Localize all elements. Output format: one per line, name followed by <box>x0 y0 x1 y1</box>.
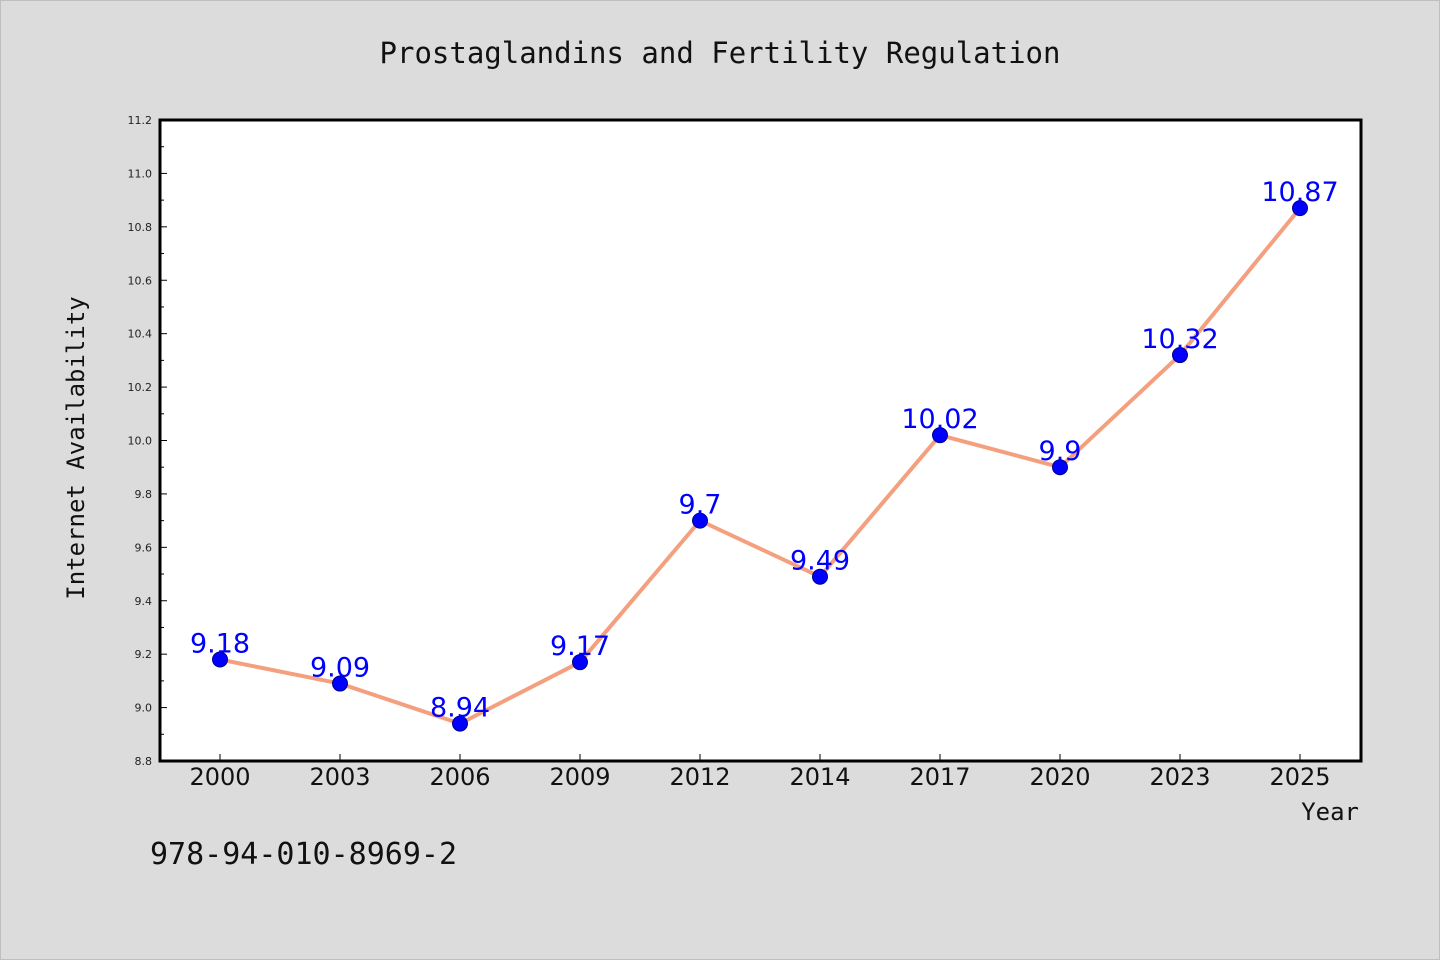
x-tick-label: 2009 <box>549 763 610 791</box>
data-label: 9.49 <box>790 546 850 577</box>
plot-area <box>160 120 1361 761</box>
x-tick-label: 2000 <box>189 763 250 791</box>
chart-title: Prostaglandins and Fertility Regulation <box>380 36 1061 70</box>
data-point <box>1052 459 1068 476</box>
x-tick-label: 2003 <box>309 763 370 791</box>
data-point <box>212 651 228 668</box>
data-point <box>692 512 708 529</box>
data-label: 10.87 <box>1261 177 1338 208</box>
series-line <box>219 206 1302 726</box>
data-point <box>452 715 468 732</box>
y-tick-label: 10.2 <box>128 381 153 394</box>
x-tick-label: 2017 <box>909 763 970 791</box>
data-label: 9.09 <box>310 653 370 684</box>
data-label: 9.18 <box>190 629 250 660</box>
data-label: 9.9 <box>1039 436 1082 467</box>
y-tick-label: 11.0 <box>128 167 153 180</box>
data-point <box>332 675 348 692</box>
x-tick-label: 2023 <box>1149 763 1210 791</box>
plot-frame <box>158 118 1363 763</box>
data-label: 10.32 <box>1141 324 1218 355</box>
y-tick-label: 10.0 <box>128 435 153 448</box>
y-axis: 8.8 9.0 9.2 9.4 9.6 9.8 10.0 10.2 10.4 10.6 10.8 11… <box>128 114 167 768</box>
y-tick-label: 9.8 <box>135 488 153 501</box>
x-tick-label: 2006 <box>429 763 490 791</box>
data-label: 8.94 <box>430 693 490 724</box>
y-axis-label: Internet Availability <box>62 296 90 599</box>
y-tick-label: 10.8 <box>128 221 153 234</box>
isbn-text: 978-94-010-8969-2 <box>150 837 457 872</box>
data-point <box>1172 347 1188 364</box>
y-tick-label: 8.8 <box>135 755 153 768</box>
x-tick-label: 2025 <box>1269 763 1330 791</box>
y-tick-label: 9.0 <box>135 702 153 715</box>
data-point <box>1292 200 1308 217</box>
data-label: 10.02 <box>901 404 978 435</box>
y-tick-label: 9.2 <box>135 648 153 661</box>
data-point <box>812 568 828 585</box>
y-tick-label: 10.4 <box>128 328 153 341</box>
x-tick-label: 2012 <box>669 763 730 791</box>
data-label: 9.7 <box>679 490 722 521</box>
data-point <box>572 654 588 671</box>
data-point <box>932 427 948 444</box>
data-label: 9.17 <box>550 631 610 662</box>
y-tick-label: 9.6 <box>135 541 153 554</box>
x-tick-label: 2014 <box>789 763 850 791</box>
y-tick-label: 9.4 <box>135 595 153 608</box>
y-tick-label: 11.2 <box>128 114 153 127</box>
y-tick-label: 10.6 <box>128 274 153 287</box>
series-layer <box>212 200 1308 732</box>
data-labels: 9.18 9.09 8.94 9.17 9.7 9.49 10.02 9.9 10.32 10.8… <box>190 177 1339 723</box>
x-tick-label: 2020 <box>1029 763 1090 791</box>
x-axis: 2000 2003 2006 2009 2012 2014 2017 2020 2023 2025 <box>189 754 1331 791</box>
x-axis-label: Year <box>1301 798 1359 826</box>
